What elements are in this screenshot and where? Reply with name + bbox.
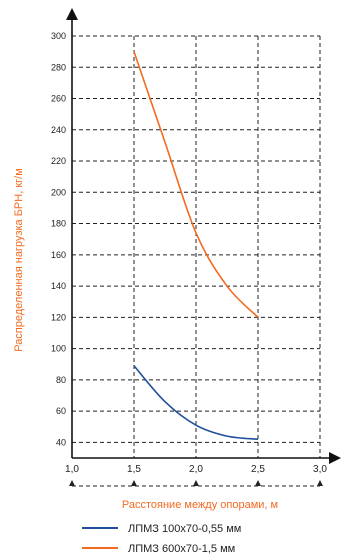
x-axis-label: Расстояние между опорами, м [122,499,278,511]
x-tick-marker-2 [193,480,199,486]
y-tick-label-280: 280 [51,62,66,72]
series-lines [133,51,259,441]
x-tick-label-0: 1,0 [65,464,79,475]
y-tick-label-100: 100 [51,344,66,354]
x-tick-label-2: 2,0 [189,464,203,475]
x-tick-label-3: 2,5 [251,464,265,475]
y-tick-label-180: 180 [51,219,66,229]
y-tick-label-260: 260 [51,94,66,104]
grid-lines [72,35,321,458]
x-tick-label-1: 1,5 [127,464,141,475]
tick-labels: 40 60 80 100 120 140 160 180 200 220 240 260 280 300 1… [51,31,327,487]
y-tick-label-160: 160 [51,250,66,260]
axes [66,8,341,464]
x-tick-marker-4 [317,480,323,486]
y-tick-label-300: 300 [51,31,66,41]
y-tick-label-240: 240 [51,125,66,135]
legend: ЛПМЗ 100х70-0,55 мм ЛПМЗ 600х70-1,5 мм [82,523,241,555]
legend-label-1: ЛПМЗ 600х70-1,5 мм [128,543,235,555]
y-tick-label-140: 140 [51,281,66,291]
y-tick-label-60: 60 [56,406,66,416]
y-axis-label: Распределенная нагрузка БРН, кг/м [13,168,25,352]
y-tick-label-80: 80 [56,375,66,385]
y-axis-arrow [66,8,78,20]
x-axis-arrow [329,452,341,464]
y-tick-label-40: 40 [56,437,66,447]
y-tick-label-120: 120 [51,312,66,322]
x-tick-marker-3 [255,480,261,486]
y-tick-label-220: 220 [51,156,66,166]
y-tick-label-200: 200 [51,187,66,197]
x-tick-marker-1 [131,480,137,486]
x-tick-label-4: 3,0 [313,464,327,475]
series-line-0 [133,365,259,441]
series-line-1 [133,51,259,318]
x-tick-marker-0 [69,480,75,486]
legend-label-0: ЛПМЗ 100х70-0,55 мм [128,523,241,535]
